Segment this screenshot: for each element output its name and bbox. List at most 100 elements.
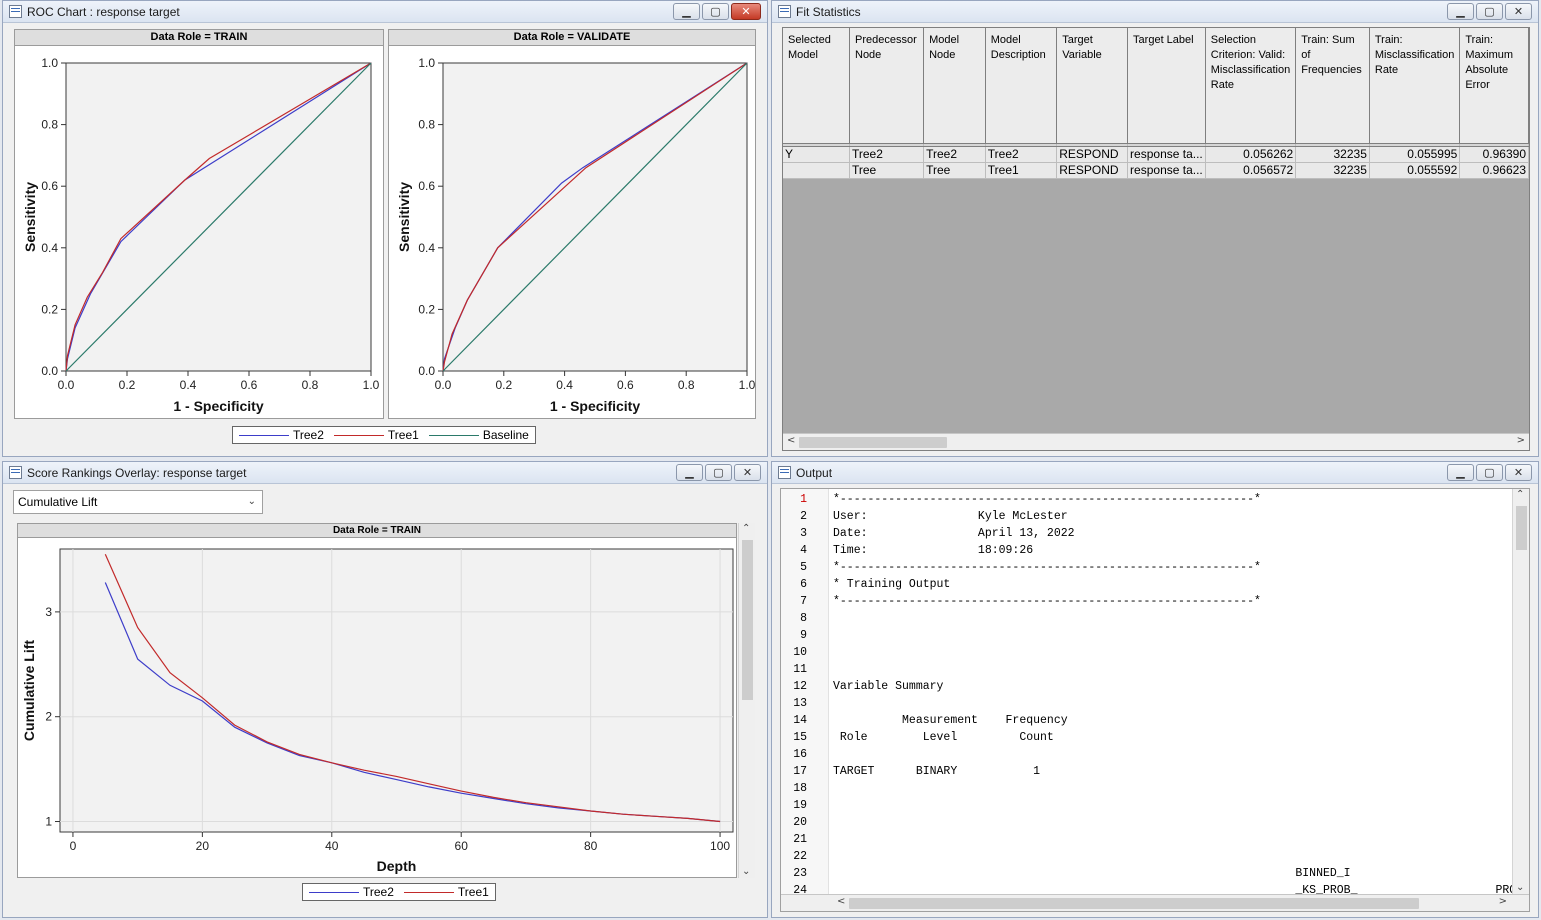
column-header[interactable]: Model Node (923, 28, 986, 144)
vertical-scrollbar[interactable]: ⌃ ⌄ (738, 523, 755, 878)
legend-item-tree1: Tree1 (333, 428, 419, 442)
roc-chart-window: ROC Chart : response target ▁ ▢ ✕ Data R… (2, 0, 768, 457)
table-cell[interactable]: 0.96623 (1459, 162, 1529, 179)
column-header[interactable]: Selection Criterion: Valid: Misclassific… (1205, 28, 1297, 144)
table-cell[interactable]: 32235 (1295, 146, 1370, 163)
scroll-thumb[interactable] (849, 898, 1419, 909)
maximize-button[interactable]: ▢ (702, 3, 729, 20)
table-cell[interactable]: RESPOND (1056, 146, 1129, 163)
scroll-up-arrow[interactable]: ⌃ (1516, 489, 1525, 500)
legend-swatch (403, 891, 454, 893)
maximize-button[interactable]: ▢ (705, 464, 732, 481)
statistic-dropdown[interactable]: Cumulative Lift ⌄ (13, 490, 263, 514)
fit-statistics-table[interactable]: Selected Model Predecessor Node Model Node… (782, 27, 1530, 451)
fit-title-bar[interactable]: Fit Statistics ▁ ▢ ✕ (772, 1, 1538, 23)
scroll-down-arrow[interactable]: ⌄ (1516, 882, 1525, 893)
scroll-left-arrow[interactable]: < (837, 896, 846, 907)
log-line: Time: 18:09:26 (833, 544, 1034, 557)
close-button[interactable]: ✕ (1505, 464, 1532, 481)
x-tick-label: 0 (70, 839, 77, 853)
table-cell[interactable]: response ta... (1127, 146, 1206, 163)
column-header[interactable]: Selected Model (783, 28, 850, 144)
maximize-button[interactable]: ▢ (1476, 3, 1503, 20)
scroll-right-arrow[interactable]: > (1498, 896, 1507, 907)
table-cell[interactable]: 0.056572 (1205, 162, 1297, 179)
table-cell[interactable]: response ta... (1127, 162, 1206, 179)
output-log[interactable]: 1 *--------------------------------------… (780, 488, 1530, 912)
column-header[interactable]: Target Label (1127, 28, 1206, 144)
legend-label: Tree2 (363, 885, 394, 899)
column-header[interactable]: Predecessor Node (849, 28, 925, 144)
table-cell[interactable]: 0.96390 (1459, 146, 1529, 163)
scroll-left-arrow[interactable]: < (787, 435, 796, 446)
table-cell[interactable]: Tree (923, 162, 986, 179)
y-tick-label: 0.2 (418, 302, 435, 316)
output-window-title: Output (796, 465, 833, 480)
scroll-up-arrow[interactable]: ⌃ (742, 523, 751, 534)
table-cell[interactable]: 0.055592 (1369, 162, 1461, 179)
roc-train-chart: 0.0 0.2 0.4 0.6 0.8 1.0 0.0 0.2 0.4 0.6 0.8 1.0 1 - … (22, 56, 380, 414)
scroll-right-arrow[interactable]: > (1516, 435, 1525, 446)
fit-window-title: Fit Statistics (796, 4, 861, 19)
cumulative-lift-chart: 0 20 40 60 80 100 1 2 3 Depth Cumulative Lift (21, 548, 734, 874)
scroll-down-arrow[interactable]: ⌄ (742, 866, 751, 877)
line-number: 5 (800, 561, 807, 574)
legend-label: Tree1 (457, 885, 489, 899)
maximize-button[interactable]: ▢ (1476, 464, 1503, 481)
column-header[interactable]: Train: Sum of Frequencies (1295, 28, 1370, 144)
minimize-button[interactable]: ▁ (673, 3, 700, 20)
column-header[interactable]: Model Description (985, 28, 1058, 144)
table-cell[interactable]: Tree (849, 162, 925, 179)
minimize-button[interactable]: ▁ (676, 464, 703, 481)
line-number: 22 (793, 850, 807, 863)
table-cell[interactable]: RESPOND (1056, 162, 1129, 179)
column-header[interactable]: Train: Maximum Absolute Error (1459, 28, 1529, 144)
legend-swatch (333, 434, 384, 436)
line-number: 10 (793, 646, 807, 659)
table-row[interactable]: Y Tree2 Tree2 Tree2 RESPOND response ta... 0.0… (783, 146, 1529, 163)
log-line: User: Kyle McLester (833, 510, 1068, 523)
line-number: 12 (793, 680, 807, 693)
x-tick-label: 0.2 (495, 378, 512, 392)
roc-window-title: ROC Chart : response target (27, 4, 180, 19)
x-tick-label: 0.2 (119, 378, 136, 392)
horizontal-scrollbar[interactable]: < > (783, 433, 1529, 450)
scroll-thumb[interactable] (1516, 506, 1527, 550)
horizontal-scrollbar[interactable]: < > (781, 894, 1529, 911)
table-cell[interactable]: Y (783, 146, 850, 163)
close-button[interactable]: ✕ (734, 464, 761, 481)
table-row[interactable]: Tree Tree Tree1 RESPOND response ta... 0.0565… (783, 162, 1529, 179)
minimize-button[interactable]: ▁ (1447, 464, 1474, 481)
table-cell[interactable]: Tree1 (985, 162, 1058, 179)
chevron-down-icon[interactable]: ⌄ (247, 496, 256, 507)
log-line: Measurement Frequency (833, 714, 1068, 727)
score-title-bar[interactable]: Score Rankings Overlay: response target … (3, 462, 767, 484)
table-cell[interactable]: 0.056262 (1205, 146, 1297, 163)
table-cell[interactable]: Tree2 (985, 146, 1058, 163)
line-number: 8 (800, 612, 807, 625)
close-button[interactable]: ✕ (1505, 3, 1532, 20)
line-number: 9 (800, 629, 807, 642)
column-header[interactable]: Target Variable (1056, 28, 1129, 144)
table-cell[interactable]: Tree2 (849, 146, 925, 163)
roc-title-bar[interactable]: ROC Chart : response target ▁ ▢ ✕ (3, 1, 767, 23)
y-tick-label: 0.8 (418, 118, 435, 132)
output-window: Output ▁ ▢ ✕ 1 *-------------------------… (771, 461, 1539, 918)
table-cell[interactable]: 0.055995 (1369, 146, 1461, 163)
minimize-button[interactable]: ▁ (1447, 3, 1474, 20)
series-line-baseline (442, 62, 748, 372)
output-title-bar[interactable]: Output ▁ ▢ ✕ (772, 462, 1538, 484)
log-line: BINNED_I (833, 867, 1351, 880)
close-button[interactable]: ✕ (731, 3, 761, 20)
table-cell[interactable]: Tree2 (923, 146, 986, 163)
table-cell[interactable] (783, 162, 850, 179)
scroll-thumb[interactable] (742, 540, 753, 700)
vertical-scrollbar[interactable]: ⌃ ⌄ (1512, 489, 1529, 894)
scroll-thumb[interactable] (799, 437, 947, 448)
line-number-gutter (781, 489, 829, 894)
column-header[interactable]: Train: Misclassification Rate (1369, 28, 1461, 144)
table-cell[interactable]: 32235 (1295, 162, 1370, 179)
y-axis-label: Sensitivity (396, 182, 412, 252)
series-line-tree1 (65, 62, 372, 372)
line-number: 2 (800, 510, 807, 523)
